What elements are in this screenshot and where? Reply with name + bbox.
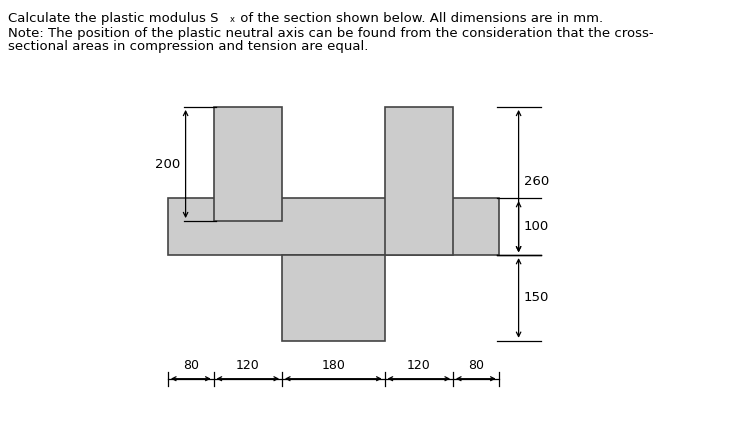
Text: 180: 180 [321,359,345,372]
Text: Calculate the plastic modulus S: Calculate the plastic modulus S [8,12,219,25]
Bar [385,107,453,255]
Text: sectional areas in compression and tension are equal.: sectional areas in compression and tensi… [8,40,368,53]
Bar [282,255,385,341]
Text: of the section shown below. All dimensions are in mm.: of the section shown below. All dimensio… [236,12,603,25]
Text: 200: 200 [156,157,181,170]
Bar [168,198,498,255]
Text: 150: 150 [523,292,549,304]
Text: x: x [230,16,235,24]
Text: 120: 120 [407,359,431,372]
Text: Note: The position of the plastic neutral axis can be found from the considerati: Note: The position of the plastic neutra… [8,27,653,40]
Bar [214,107,282,221]
Text: 80: 80 [468,359,484,372]
Text: 120: 120 [236,359,260,372]
Text: 100: 100 [523,220,549,233]
Text: 80: 80 [183,359,199,372]
Text: 260: 260 [523,175,549,188]
